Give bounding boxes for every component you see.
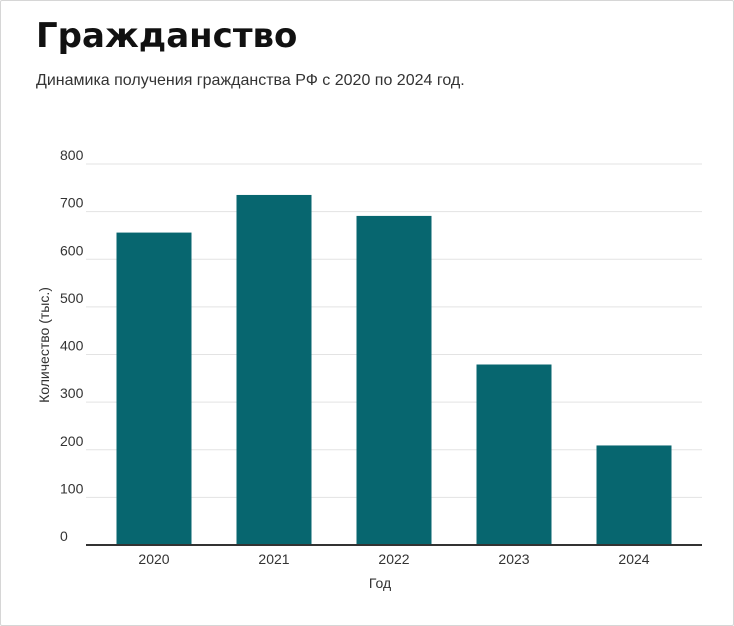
bar-2022: [356, 215, 432, 545]
bar-2020: [116, 232, 192, 545]
bar-2023: [476, 364, 552, 545]
x-tick-label-2022: 2022: [378, 551, 409, 567]
y-tick-label-0: 0: [60, 528, 68, 544]
y-axis-title: Количество (тыс.): [36, 287, 52, 403]
y-tick-label-200: 200: [60, 433, 84, 449]
y-tick-label-300: 300: [60, 385, 84, 401]
y-tick-label-400: 400: [60, 338, 84, 354]
y-axis-tick-labels: 0 100 200 300 400 500 600 700 800: [60, 147, 84, 544]
x-axis-title: Год: [369, 575, 391, 591]
y-tick-label-800: 800: [60, 147, 84, 163]
y-tick-label-500: 500: [60, 290, 84, 306]
x-tick-label-2020: 2020: [138, 551, 169, 567]
bar-2024: [596, 445, 672, 545]
chart-title: Гражданство: [36, 16, 298, 56]
chart-subtitle: Динамика получения гражданства РФ с 2020…: [36, 72, 465, 89]
x-axis-tick-labels: 2020 2021 2022 2023 2024: [138, 551, 649, 567]
y-tick-label-600: 600: [60, 242, 84, 258]
x-tick-label-2021: 2021: [258, 551, 289, 567]
bars: [116, 194, 672, 546]
y-tick-label-700: 700: [60, 195, 84, 211]
bar-2021: [236, 194, 312, 546]
x-tick-label-2023: 2023: [498, 551, 529, 567]
y-tick-label-100: 100: [60, 480, 84, 496]
x-tick-label-2024: 2024: [618, 551, 649, 567]
